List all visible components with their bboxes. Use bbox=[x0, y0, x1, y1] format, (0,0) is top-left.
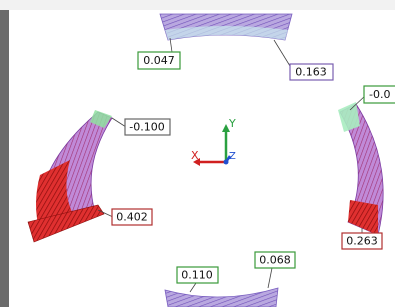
callout-label: 0.163 bbox=[295, 66, 327, 79]
callout-label: 0.068 bbox=[259, 254, 291, 267]
origin bbox=[224, 160, 229, 165]
callout-label: 0.047 bbox=[143, 54, 175, 67]
viewport: 0.047 0.163 -0.0 -0.100 0.402 0.263 0.11… bbox=[0, 0, 395, 307]
x-label: X bbox=[191, 149, 199, 162]
callout-label: 0.263 bbox=[346, 235, 378, 248]
y-label: Y bbox=[228, 117, 236, 130]
callout-label: -0.100 bbox=[129, 121, 164, 134]
side-panel bbox=[0, 0, 9, 307]
z-label: Z bbox=[229, 151, 236, 162]
callout-label: -0.0 bbox=[369, 88, 390, 101]
callout-label: 0.402 bbox=[116, 211, 148, 224]
callout-label: 0.110 bbox=[181, 269, 213, 282]
top-strip bbox=[0, 0, 395, 10]
